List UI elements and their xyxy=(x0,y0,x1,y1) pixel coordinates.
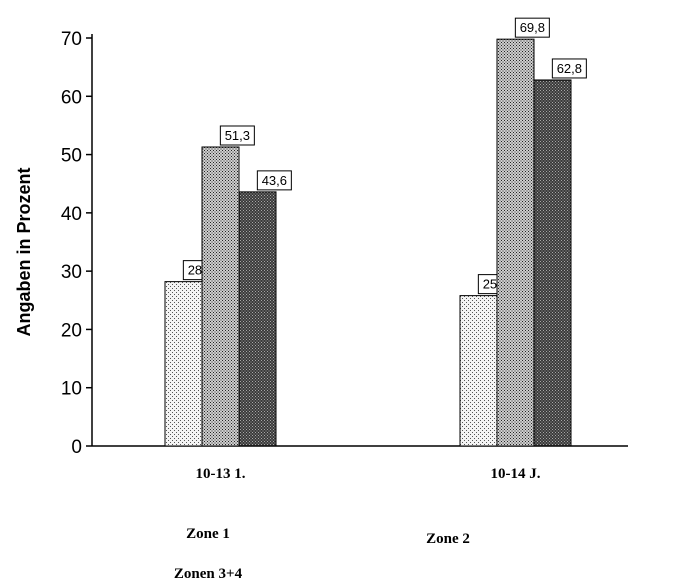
y-tick-label: 50 xyxy=(61,146,82,167)
bars: 28,251,343,625,869,862,8 xyxy=(164,17,587,447)
bar xyxy=(164,281,203,447)
legend-entry: Zone 2 xyxy=(426,531,470,547)
data-label: 69,8 xyxy=(520,20,545,35)
y-tick-label: 70 xyxy=(61,29,82,50)
category-labels: 10-13 1. 10-14 J. xyxy=(196,466,541,482)
legend-entry: Zone 1 xyxy=(186,526,230,542)
bar xyxy=(533,79,572,447)
data-label-box xyxy=(256,170,292,191)
y-axis-label: Angaben in Prozent xyxy=(14,167,34,336)
data-label: 43,6 xyxy=(262,173,287,188)
data-label-box xyxy=(219,125,255,146)
x-category-label: 10-14 J. xyxy=(491,466,541,482)
y-tick-label: 10 xyxy=(61,379,82,400)
y-tick-label: 0 xyxy=(71,437,82,458)
legend: Zone 1 Zone 2 Zonen 3+4 xyxy=(174,526,470,581)
data-label: 51,3 xyxy=(225,128,250,143)
bar xyxy=(459,295,498,447)
bar xyxy=(201,146,240,447)
x-category-label: 10-13 1. xyxy=(196,466,246,482)
data-label-box xyxy=(551,58,587,79)
y-tick-label: 30 xyxy=(61,262,82,283)
legend-entry: Zonen 3+4 xyxy=(174,566,243,581)
data-label-box xyxy=(514,17,550,38)
bar xyxy=(496,38,535,447)
data-label: 62,8 xyxy=(557,61,582,76)
y-tick-label: 20 xyxy=(61,320,82,341)
y-tick-label: 40 xyxy=(61,204,82,225)
bar xyxy=(238,191,277,447)
y-tick-label: 60 xyxy=(61,87,82,108)
